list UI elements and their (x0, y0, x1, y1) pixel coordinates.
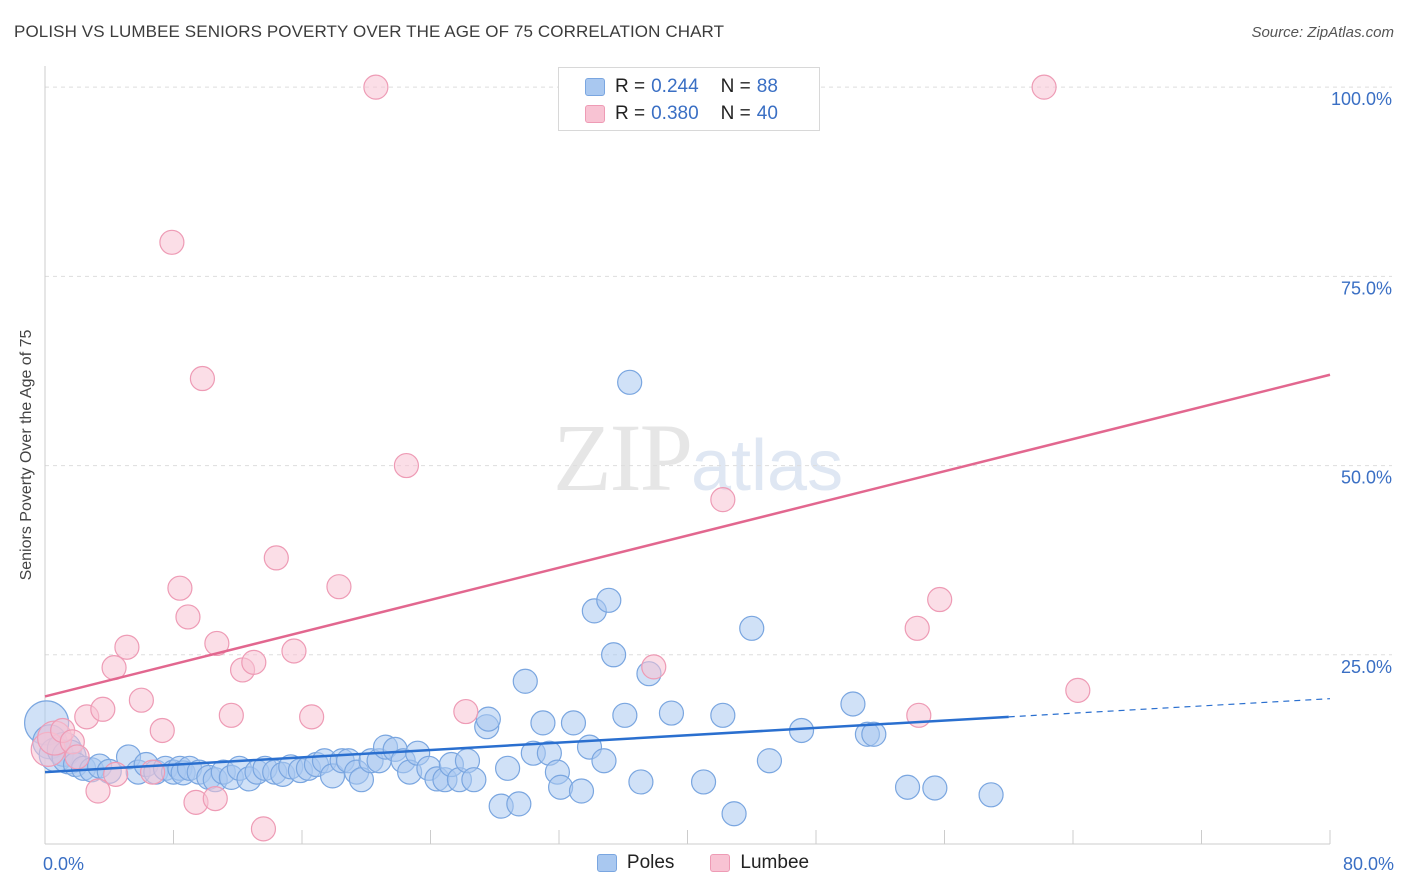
poles-point-77 (690, 769, 717, 795)
lumbee-point-33 (710, 487, 736, 513)
lumbee-legend-label: Lumbee (740, 852, 810, 873)
lumbee-point-34 (904, 615, 930, 641)
lumbee-n-label: N = (720, 103, 751, 124)
tick-labels: 25.0% 50.0% 75.0% 100.0% 0.0% 80.0% (43, 89, 1394, 874)
poles-legend-label: Poles (626, 852, 675, 873)
lumbee-point-19 (202, 785, 228, 812)
y-tick-label-75: 75.0% (1341, 278, 1392, 298)
axes (44, 66, 1331, 845)
lumbee-point-14 (159, 229, 185, 255)
lumbee-r-value: 0.380 (651, 103, 699, 124)
lumbee-point-25 (263, 545, 289, 571)
legend-row-lumbee: R = 0.380 N = 40 (585, 101, 778, 127)
lumbee-point-7 (90, 696, 116, 722)
poles-point-61 (530, 710, 556, 736)
poles-point-87 (922, 775, 948, 801)
poles-trend-extension (1008, 698, 1331, 718)
lumbee-point-30 (393, 452, 420, 479)
chart-title: POLISH VS LUMBEE SENIORS POVERTY OVER TH… (14, 22, 725, 41)
poles-point-59 (512, 668, 538, 694)
legend-item-poles[interactable]: Poles (596, 852, 675, 874)
trend-lines (44, 373, 1331, 774)
poles-point-65 (560, 710, 587, 736)
lumbee-point-11 (128, 687, 154, 713)
lumbee-point-37 (1031, 74, 1057, 100)
poles-n-value: 88 (756, 76, 778, 97)
series-legend: Poles Lumbee (0, 852, 1406, 874)
poles-point-71 (601, 642, 627, 668)
grid-lines (45, 86, 1392, 656)
y-tick-label-100: 100.0% (1331, 89, 1392, 109)
lumbee-point-29 (363, 74, 389, 100)
lumbee-swatch (585, 105, 605, 123)
lumbee-point-24 (250, 816, 277, 842)
legend-row-poles: R = 0.244 N = 88 (585, 74, 778, 100)
lumbee-point-32 (641, 654, 667, 680)
lumbee-point-31 (453, 698, 479, 725)
poles-points (24, 369, 1004, 827)
poles-trend-line (44, 715, 1009, 774)
poles-n-label: N = (720, 76, 751, 97)
poles-point-86 (894, 774, 921, 800)
poles-point-66 (568, 778, 595, 804)
watermark-zip: ZIP (553, 404, 693, 511)
legend-item-lumbee[interactable]: Lumbee (710, 852, 809, 874)
lumbee-point-16 (175, 604, 201, 630)
lumbee-n-value: 40 (756, 103, 778, 124)
lumbee-points (30, 74, 1091, 842)
poles-legend-swatch (596, 854, 617, 872)
lumbee-point-9 (103, 761, 129, 787)
watermark: ZIPatlas (553, 402, 843, 513)
poles-point-72 (612, 702, 638, 728)
x-tick-label-max: 80.0% (1343, 854, 1394, 874)
poles-point-64 (548, 774, 574, 800)
lumbee-point-13 (149, 717, 175, 744)
lumbee-point-10 (114, 634, 140, 660)
x-tick-label-min: 0.0% (43, 854, 84, 874)
lumbee-point-23 (241, 649, 267, 675)
lumbee-point-20 (204, 630, 230, 657)
poles-point-76 (658, 700, 685, 726)
lumbee-point-6 (85, 778, 111, 804)
poles-point-53 (461, 767, 487, 793)
poles-point-55 (475, 706, 501, 732)
poles-point-83 (840, 691, 866, 717)
poles-swatch (585, 78, 605, 96)
lumbee-point-4 (64, 744, 90, 770)
lumbee-point-28 (326, 574, 352, 600)
lumbee-point-18 (189, 365, 216, 392)
poles-point-74 (628, 769, 654, 795)
lumbee-point-21 (218, 702, 244, 728)
lumbee-r-label: R = (615, 103, 646, 124)
poles-point-82 (788, 717, 815, 744)
lumbee-point-26 (281, 638, 307, 664)
poles-r-value: 0.244 (651, 76, 699, 97)
poles-point-58 (506, 791, 532, 817)
lumbee-point-15 (167, 575, 193, 601)
lumbee-point-38 (1065, 677, 1091, 703)
y-tick-label-25: 25.0% (1341, 657, 1392, 677)
correlation-legend: R = 0.244 N = 88 R = 0.380 N = 40 (558, 67, 820, 131)
y-axis-label: Seniors Poverty Over the Age of 75 (18, 329, 35, 581)
poles-r-label: R = (615, 76, 646, 97)
poles-point-88 (978, 782, 1004, 808)
lumbee-point-27 (299, 704, 325, 730)
poles-point-79 (721, 801, 747, 827)
poles-point-85 (861, 721, 887, 747)
poles-point-81 (756, 748, 783, 774)
lumbee-point-36 (927, 586, 953, 613)
lumbee-trend-line (44, 373, 1331, 698)
y-tick-label-50: 50.0% (1341, 468, 1392, 488)
poles-point-57 (495, 755, 521, 781)
poles-point-70 (596, 587, 622, 613)
poles-point-78 (710, 702, 736, 728)
poles-point-73 (617, 369, 643, 395)
poles-point-80 (739, 615, 765, 641)
lumbee-legend-swatch (710, 854, 731, 872)
lumbee-point-12 (140, 759, 166, 785)
source-label: Source: ZipAtlas.com (1251, 24, 1394, 41)
poles-point-69 (591, 748, 617, 774)
